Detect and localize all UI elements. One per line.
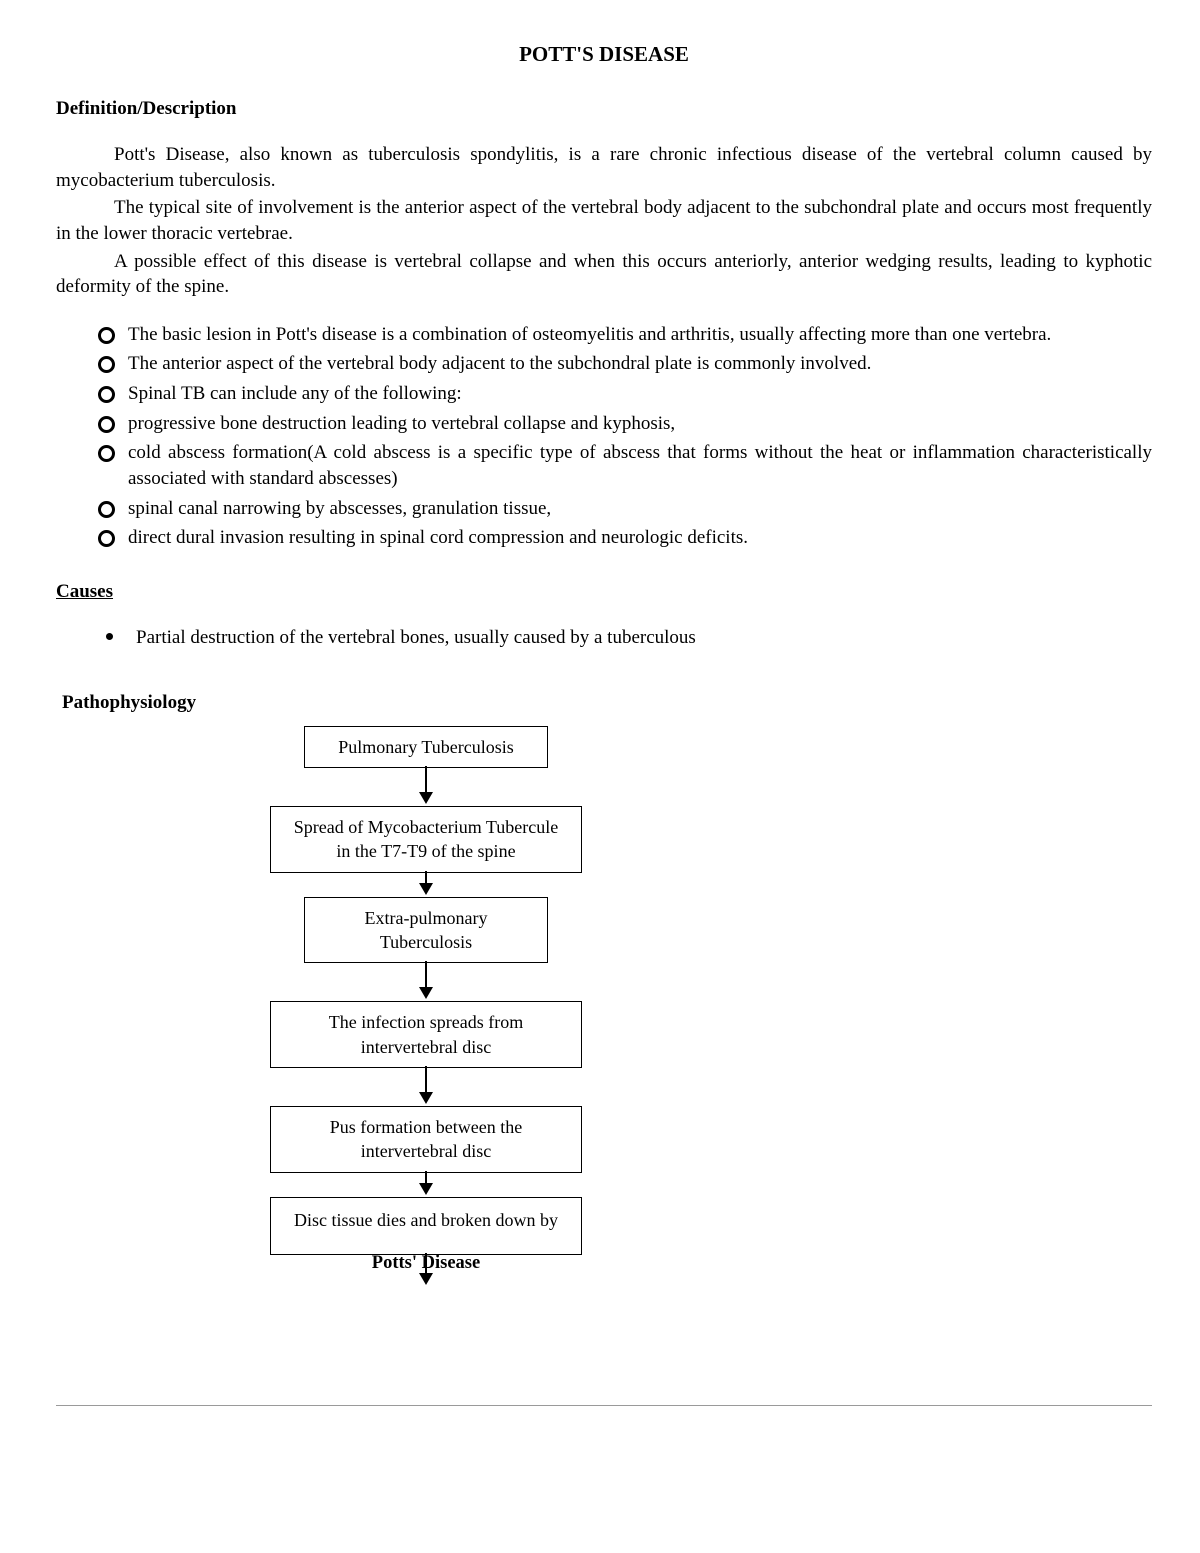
flow-arrow bbox=[256, 1173, 596, 1197]
list-item: progressive bone destruction leading to … bbox=[98, 411, 1152, 437]
definition-para: Pott's Disease, also known as tuberculos… bbox=[56, 142, 1152, 193]
list-item: spinal canal narrowing by abscesses, gra… bbox=[98, 496, 1152, 522]
flow-node: The infection spreads from intervertebra… bbox=[270, 1001, 583, 1068]
footer-divider bbox=[56, 1405, 1152, 1406]
flow-arrow bbox=[256, 1068, 596, 1106]
list-item: direct dural invasion resulting in spina… bbox=[98, 525, 1152, 551]
definition-paragraphs: Pott's Disease, also known as tuberculos… bbox=[56, 142, 1152, 300]
flow-node: Spread of Mycobacterium Tubercule in the… bbox=[270, 806, 583, 873]
definition-bullet-list: The basic lesion in Pott's disease is a … bbox=[56, 322, 1152, 551]
flow-arrow bbox=[256, 768, 596, 806]
definition-para: The typical site of involvement is the a… bbox=[56, 195, 1152, 246]
definition-heading: Definition/Description bbox=[56, 96, 1152, 122]
pathophysiology-heading: Pathophysiology bbox=[62, 690, 1152, 716]
causes-heading: Causes bbox=[56, 579, 1152, 605]
causes-bullet-list: Partial destruction of the vertebral bon… bbox=[56, 625, 1152, 651]
flow-node: Disc tissue dies and broken down by bbox=[270, 1197, 583, 1255]
flow-node: Pus formation between the intervertebral… bbox=[270, 1106, 583, 1173]
list-item: Spinal TB can include any of the followi… bbox=[98, 381, 1152, 407]
flow-final-label: Potts' Disease bbox=[372, 1251, 480, 1285]
list-item: The basic lesion in Pott's disease is a … bbox=[98, 322, 1152, 348]
flow-arrow bbox=[256, 963, 596, 1001]
list-item: cold abscess formation(A cold abscess is… bbox=[98, 440, 1152, 491]
flow-node: Pulmonary Tuberculosis bbox=[304, 726, 549, 768]
list-item: The anterior aspect of the vertebral bod… bbox=[98, 351, 1152, 377]
pathophysiology-flowchart: Pulmonary Tuberculosis Spread of Mycobac… bbox=[256, 726, 596, 1315]
page-title: POTT'S DISEASE bbox=[56, 40, 1152, 68]
definition-para: A possible effect of this disease is ver… bbox=[56, 249, 1152, 300]
list-item: Partial destruction of the vertebral bon… bbox=[106, 625, 1152, 651]
flow-arrow bbox=[256, 873, 596, 897]
flow-node: Extra-pulmonary Tuberculosis bbox=[304, 897, 549, 964]
